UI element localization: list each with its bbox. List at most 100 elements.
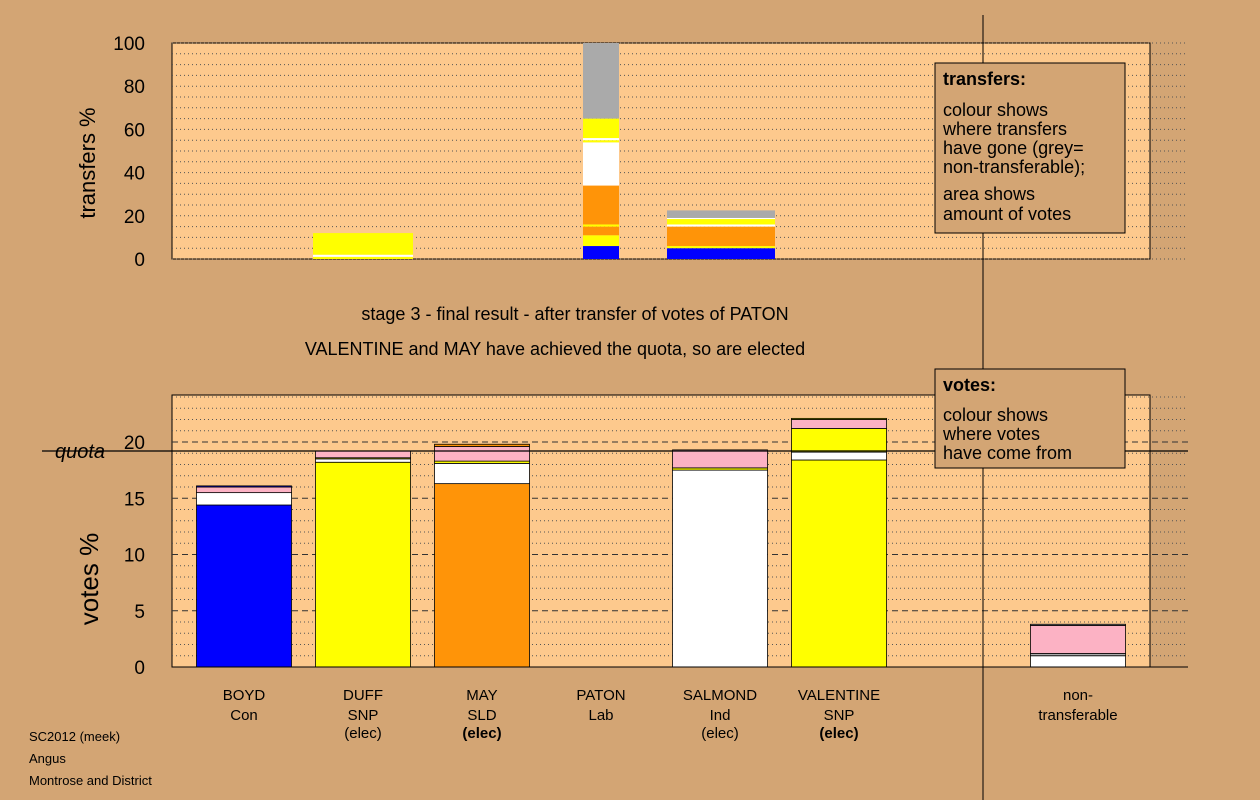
vote-segment (434, 462, 530, 485)
transfer-segment (583, 118, 619, 139)
transfer-segment (583, 142, 619, 186)
candidate-party: SNP (824, 707, 855, 724)
vote-segment (315, 458, 411, 463)
footer-source: SC2012 (meek) (29, 729, 120, 744)
transfer-segment (583, 246, 619, 259)
vote-segment (791, 428, 887, 453)
votes-y-tick-label: 15 (124, 489, 145, 510)
vote-bar (672, 449, 768, 668)
result-title: VALENTINE and MAY have achieved the quot… (305, 339, 805, 359)
transfers-y-tick-label: 20 (124, 207, 145, 228)
transfers-y-ticks: 0 20 40 60 80 100 (113, 34, 145, 271)
transfers-y-axis-label: transfers % (75, 107, 100, 218)
transfers-legend-line: non-transferable); (943, 157, 1085, 177)
vote-segment (434, 483, 530, 668)
vote-bar (196, 485, 292, 668)
vote-segment (1030, 624, 1126, 654)
transfer-segment (583, 138, 619, 141)
vote-segment (434, 443, 530, 447)
footer-ward: Montrose and District (29, 773, 152, 788)
transfer-segment (583, 226, 619, 236)
candidate-name: VALENTINE (798, 687, 880, 704)
candidate-party: SNP (348, 707, 379, 724)
transfer-segment (313, 233, 413, 255)
votes-legend-line: have come from (943, 443, 1072, 463)
transfers-legend-line: amount of votes (943, 204, 1071, 224)
votes-y-tick-label: 5 (134, 602, 145, 623)
candidate-name: PATON (576, 687, 625, 704)
candidate-party: transferable (1038, 707, 1117, 724)
footer-council: Angus (29, 751, 66, 766)
transfers-legend-line: colour shows (943, 100, 1048, 120)
candidate-labels: BOYDConDUFFSNP(elec)MAYSLD(elec)PATONLab… (223, 687, 1118, 742)
stage-title: stage 3 - final result - after transfer … (361, 304, 788, 324)
vote-segment (672, 449, 768, 469)
transfer-segment (667, 210, 775, 218)
transfer-segment (667, 224, 775, 227)
candidate-status: (elec) (701, 725, 739, 742)
vote-segment (196, 486, 292, 494)
candidate-name: non- (1063, 687, 1093, 704)
transfer-segment (583, 224, 619, 227)
votes-y-tick-label: 10 (124, 546, 145, 567)
transfers-legend-line: area shows (943, 184, 1035, 204)
transfer-segment (667, 246, 775, 249)
votes-legend-line: where votes (942, 424, 1040, 444)
votes-y-tick-label: 0 (134, 658, 145, 679)
votes-legend-box (934, 368, 1126, 469)
candidate-status: (elec) (462, 725, 501, 742)
candidate-party: SLD (467, 707, 496, 724)
transfer-segment (583, 185, 619, 225)
votes-legend-line: colour shows (943, 405, 1048, 425)
vote-segment (791, 417, 887, 420)
votes-legend-heading: votes: (943, 375, 996, 395)
votes-y-axis-label: votes % (74, 533, 104, 626)
transfer-segment (667, 219, 775, 225)
transfers-y-tick-label: 40 (124, 164, 145, 185)
transfers-legend-heading: transfers: (943, 69, 1026, 89)
transfers-legend-box (934, 62, 1126, 234)
vote-segment (196, 485, 292, 488)
transfer-segment (313, 254, 413, 257)
transfer-segment (667, 248, 775, 259)
vote-segment (791, 459, 887, 668)
vote-bar (315, 450, 411, 668)
vote-segment (1030, 623, 1126, 626)
vote-segment (315, 461, 411, 668)
votes-legend: votes: colour shows where votes have com… (934, 368, 1126, 469)
vote-bar (434, 443, 530, 668)
transfers-y-tick-label: 100 (113, 34, 145, 55)
transfers-bars (313, 43, 775, 259)
candidate-status: (elec) (819, 725, 858, 742)
votes-y-tick-label: 20 (124, 433, 145, 454)
vote-segment (791, 451, 887, 461)
transfers-legend: transfers: colour shows where transfers … (934, 62, 1126, 234)
candidate-name: DUFF (343, 687, 383, 704)
transfers-y-tick-label: 60 (124, 120, 145, 141)
vote-segment (315, 450, 411, 459)
transfer-segment (667, 226, 775, 247)
transfer-segment (583, 140, 619, 143)
candidate-name: MAY (466, 687, 497, 704)
candidate-name: BOYD (223, 687, 266, 704)
vote-bar (791, 417, 887, 668)
transfer-segment (583, 235, 619, 247)
transfers-legend-line: have gone (grey= (943, 138, 1084, 158)
candidate-status: (elec) (344, 725, 382, 742)
candidate-party: Ind (710, 707, 731, 724)
candidate-name: SALMOND (683, 687, 757, 704)
transfer-segment (667, 217, 775, 220)
vote-bar (1030, 623, 1126, 668)
vote-segment (434, 446, 530, 462)
vote-segment (672, 469, 768, 668)
quota-label: quota (55, 441, 105, 463)
vote-segment (196, 492, 292, 506)
vote-segment (791, 419, 887, 429)
transfers-y-tick-label: 0 (134, 250, 145, 271)
transfers-y-tick-label: 80 (124, 77, 145, 98)
transfer-segment (313, 256, 413, 259)
transfer-segment (583, 43, 619, 119)
votes-bars (196, 417, 1126, 668)
